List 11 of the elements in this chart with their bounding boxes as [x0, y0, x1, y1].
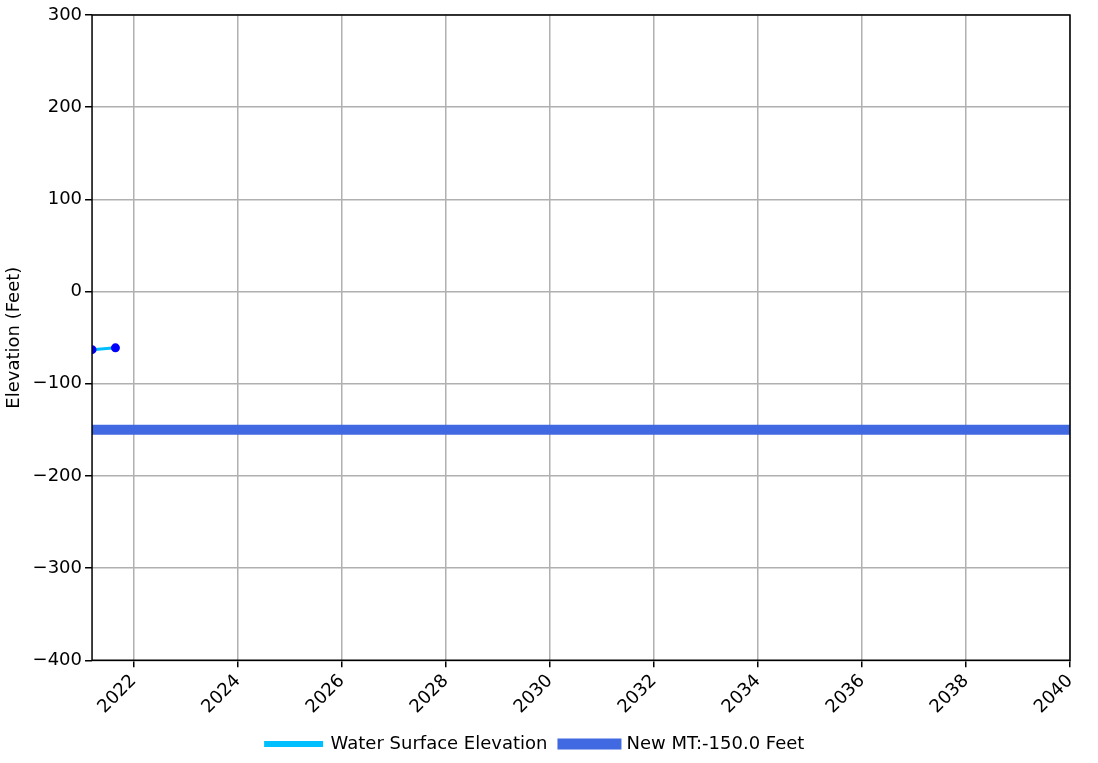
y-tick-label: −400 — [32, 648, 83, 670]
y-tick-label: 0 — [70, 279, 83, 301]
legend-label: New MT:-150.0 Feet — [626, 731, 805, 753]
legend-label: Water Surface Elevation — [330, 731, 548, 753]
y-tick-label: −100 — [32, 371, 83, 393]
y-tick-label: 300 — [47, 2, 83, 24]
y-tick-label: −300 — [32, 555, 83, 577]
y-tick-label: −200 — [32, 463, 83, 485]
y-tick-label: 100 — [47, 187, 83, 209]
y-tick-label: 200 — [47, 94, 83, 116]
y-axis-title: Elevation (Feet) — [2, 266, 24, 409]
